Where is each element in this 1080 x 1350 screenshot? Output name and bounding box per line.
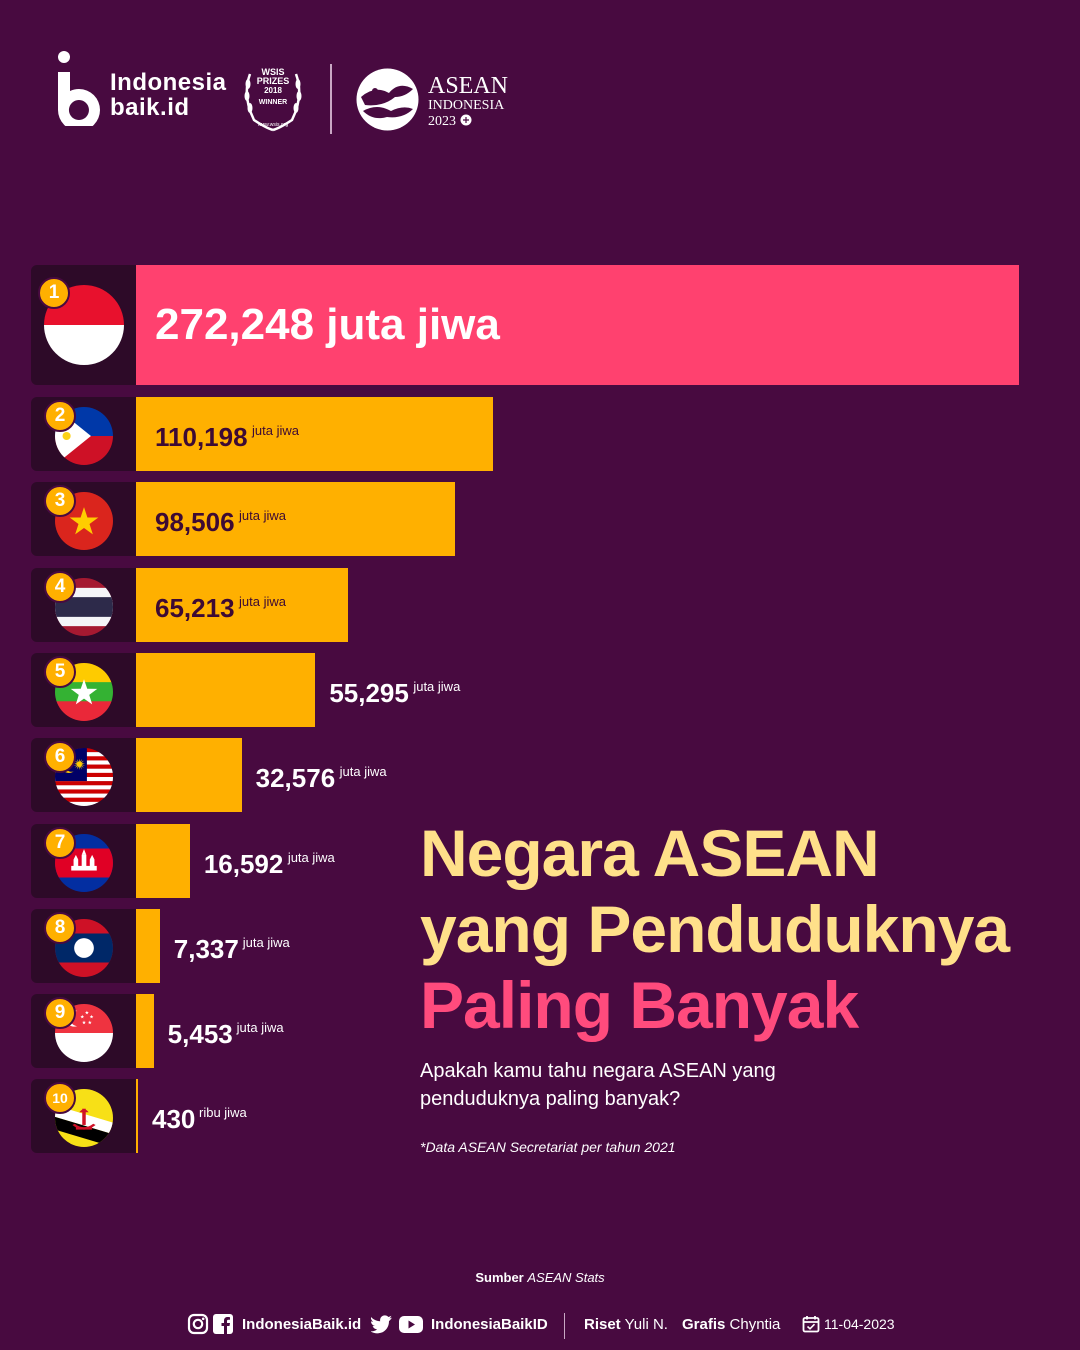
rank-badge: 9 <box>44 997 76 1030</box>
bar-unit-label: juta jiwa <box>236 1020 284 1036</box>
grafis-name: Chyntia <box>729 1316 781 1333</box>
wsis-line-1: WSIS <box>261 67 285 77</box>
footer-divider <box>564 1313 565 1339</box>
bar <box>136 397 494 471</box>
twitter-icon[interactable] <box>371 1313 393 1335</box>
bar <box>136 908 160 983</box>
bar-value-label: 5,453 <box>167 1019 233 1050</box>
asean-title: ASEAN <box>428 73 509 99</box>
flag-box: 7 <box>31 823 136 898</box>
bar-unit-label: juta jiwa <box>339 764 387 780</box>
bar-value-label: 272,248 juta jiwa <box>155 300 500 349</box>
bar <box>136 994 154 1069</box>
bar-value-label: 110,198 <box>155 422 248 452</box>
bar-value-label: 16,592 <box>203 848 284 879</box>
instagram-icon[interactable] <box>187 1313 209 1335</box>
bar-value-label: 32,576 <box>255 763 336 794</box>
bar-value-label: 55,295 <box>329 677 409 708</box>
rank-badge: 3 <box>44 485 76 518</box>
rank-badge: 4 <box>44 570 76 603</box>
source-value: ASEAN Stats <box>527 1270 605 1285</box>
bar-unit-label: juta jiwa <box>239 508 286 524</box>
bar-unit-label: juta jiwa <box>242 934 290 950</box>
wsis-line-3: 2018 <box>264 86 282 95</box>
brand-name: Indonesia baik.id <box>110 70 227 120</box>
riset-name: Yuli N. <box>624 1316 668 1333</box>
brunei-flag-icon <box>55 1089 113 1148</box>
rank-badge: 7 <box>44 826 76 859</box>
flag-box: 5 <box>31 652 136 727</box>
rank-badge: 8 <box>44 911 76 944</box>
footer: IndonesiaBaik.id IndonesiaBaikID Riset Y… <box>0 1313 1080 1339</box>
brand-line-1: Indonesia <box>110 69 227 96</box>
flag-box: 3 <box>31 482 136 557</box>
asean-year: 2023 <box>428 114 456 129</box>
footer-handle-web[interactable]: IndonesiaBaik.id <box>242 1316 362 1333</box>
title-line-3: Paling Banyak <box>420 968 859 1042</box>
title-line-2: yang Penduduknya <box>420 892 1010 966</box>
bar <box>136 1079 138 1154</box>
flag-box: 2 <box>31 397 136 471</box>
bar-unit-label: juta jiwa <box>239 593 286 609</box>
header-divider <box>330 64 332 134</box>
wsis-line-2: PRIZES <box>256 76 290 86</box>
asean-mark-icon <box>460 114 471 126</box>
brand-line-2: baik.id <box>110 94 190 121</box>
bar-unit-label: juta jiwa <box>252 423 299 438</box>
bar <box>136 567 348 642</box>
bar <box>136 482 456 557</box>
footer-date: 11-04-2023 <box>824 1316 895 1332</box>
bar <box>136 265 1019 385</box>
source-credit: Sumber ASEAN Stats <box>0 1270 1080 1285</box>
bar-unit-label: ribu jiwa <box>199 1105 247 1121</box>
rank-badge: 2 <box>44 400 76 432</box>
bar-value-label: 7,337 <box>173 933 239 964</box>
bar-value-label: 430 <box>152 1104 196 1135</box>
vietnam-flag-icon <box>55 492 113 551</box>
flag-box: 4 <box>31 567 136 642</box>
asean-country: INDONESIA <box>428 98 505 113</box>
grafis-label: Grafis <box>682 1316 726 1333</box>
bar <box>136 823 190 898</box>
rank-badge: 5 <box>44 655 76 688</box>
bar-unit-label: juta jiwa <box>287 849 335 865</box>
bar-value-label: 98,506 <box>155 507 235 538</box>
flag-box: 8 <box>31 908 136 983</box>
flag-box: 1 <box>31 265 136 385</box>
wsis-line-4: WINNER <box>258 99 288 106</box>
bar-value-label: 65,213 <box>155 592 235 623</box>
riset-label: Riset <box>584 1316 621 1333</box>
asean-indonesia-logo-icon <box>355 67 420 132</box>
flag-box: 6 <box>31 738 136 813</box>
bar-unit-label: juta jiwa <box>413 678 461 694</box>
rank-badge: 1 <box>38 277 70 309</box>
bar <box>136 652 316 727</box>
wsis-award-badge: WSIS PRIZES 2018 WINNER www.wsis.org <box>240 64 306 134</box>
source-label: Sumber <box>475 1270 524 1285</box>
youtube-icon[interactable] <box>398 1313 424 1335</box>
title-line-1: Negara ASEAN <box>420 816 880 890</box>
wsis-url: www.wsis.org <box>257 122 289 128</box>
facebook-icon[interactable] <box>212 1313 234 1335</box>
page-title: Negara ASEAN yang Penduduknya Paling Ban… <box>420 815 1010 1043</box>
bar <box>136 738 242 813</box>
laurel-icon <box>244 73 302 132</box>
rank-badge: 10 <box>44 1082 76 1115</box>
indonesiabaik-logo <box>56 50 102 131</box>
footer-handle-social[interactable]: IndonesiaBaikID <box>431 1316 548 1333</box>
flag-box: 10 <box>31 1079 136 1154</box>
subtitle: Apakah kamu tahu negara ASEAN yang pendu… <box>420 1060 776 1110</box>
data-note: *Data ASEAN Secretariat per tahun 2021 <box>420 1139 676 1155</box>
flag-box: 9 <box>31 994 136 1069</box>
rank-badge: 6 <box>44 741 76 774</box>
calendar-icon <box>802 1316 820 1333</box>
